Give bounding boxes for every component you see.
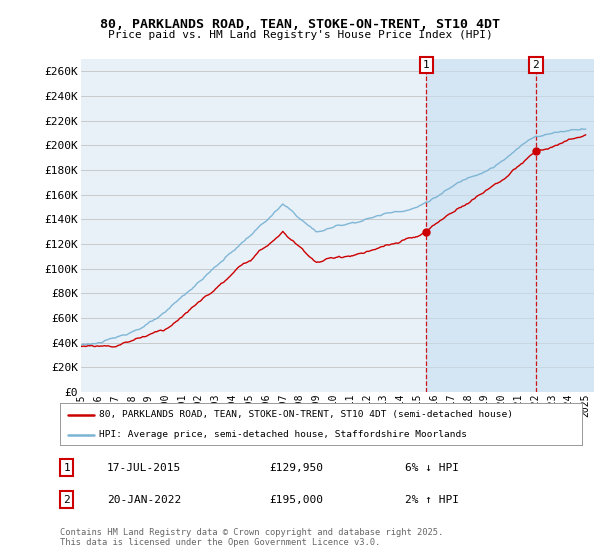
Text: 2: 2 xyxy=(64,494,70,505)
Text: 1: 1 xyxy=(423,60,430,70)
Text: HPI: Average price, semi-detached house, Staffordshire Moorlands: HPI: Average price, semi-detached house,… xyxy=(99,430,467,439)
Text: Price paid vs. HM Land Registry's House Price Index (HPI): Price paid vs. HM Land Registry's House … xyxy=(107,30,493,40)
Text: £129,950: £129,950 xyxy=(269,463,323,473)
Text: 80, PARKLANDS ROAD, TEAN, STOKE-ON-TRENT, ST10 4DT: 80, PARKLANDS ROAD, TEAN, STOKE-ON-TRENT… xyxy=(100,18,500,31)
Text: 6% ↓ HPI: 6% ↓ HPI xyxy=(404,463,458,473)
Text: 20-JAN-2022: 20-JAN-2022 xyxy=(107,494,181,505)
Text: 80, PARKLANDS ROAD, TEAN, STOKE-ON-TRENT, ST10 4DT (semi-detached house): 80, PARKLANDS ROAD, TEAN, STOKE-ON-TRENT… xyxy=(99,410,513,419)
Text: 2: 2 xyxy=(533,60,539,70)
Text: £195,000: £195,000 xyxy=(269,494,323,505)
Text: 1: 1 xyxy=(64,463,70,473)
Text: Contains HM Land Registry data © Crown copyright and database right 2025.
This d: Contains HM Land Registry data © Crown c… xyxy=(60,528,443,547)
Text: 17-JUL-2015: 17-JUL-2015 xyxy=(107,463,181,473)
Bar xyxy=(427,59,594,392)
Text: 2% ↑ HPI: 2% ↑ HPI xyxy=(404,494,458,505)
